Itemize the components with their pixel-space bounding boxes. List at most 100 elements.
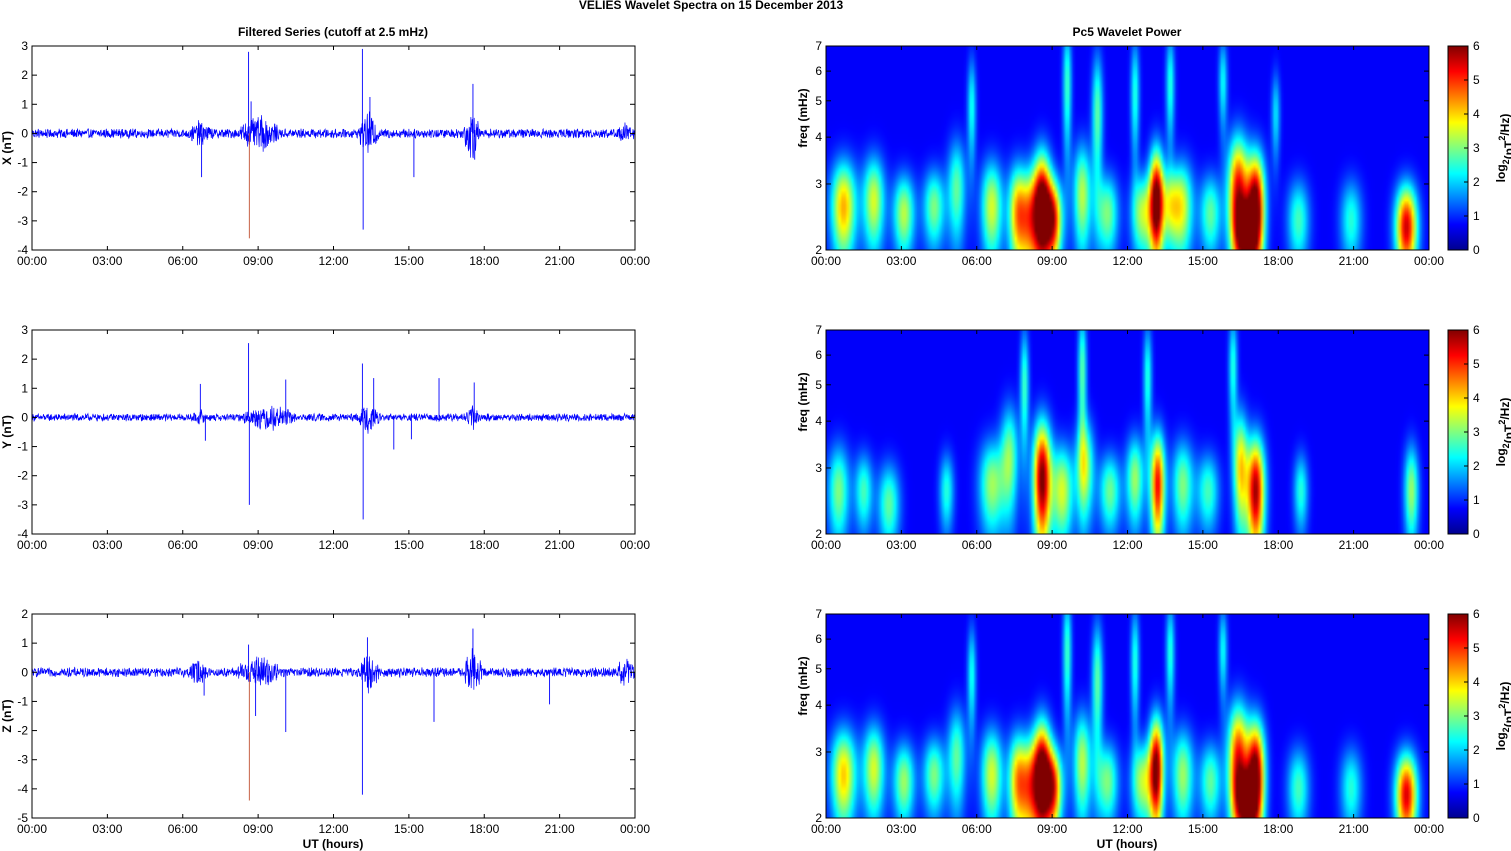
x-tick-label: 00:00 (17, 538, 47, 552)
y-ticks: 3 2 1 0 -1 -2 -3 -4 (17, 323, 635, 541)
y-tick-label: 3 (815, 745, 822, 759)
colorbar-tick-label: 0 (1473, 243, 1480, 257)
y-tick-label: -3 (17, 214, 28, 228)
colorbar-label-part: 2 (1497, 704, 1507, 709)
right-xlabel: UT (hours) (1097, 837, 1158, 851)
heatmap-panel-1-x-ticks: 00:00 03:00 06:00 09:00 12:00 15:00 18:00 21:00… (811, 46, 1444, 268)
x-tick-label: 00:00 (811, 538, 841, 552)
x-tick-label: 18:00 (1263, 254, 1293, 268)
x-tick-label: 21:00 (1339, 822, 1369, 836)
y-tick-label: -4 (17, 243, 28, 257)
y-tick-label: -2 (17, 724, 28, 738)
y-tick-label: 5 (815, 378, 822, 392)
x-tick-label: 21:00 (545, 822, 575, 836)
x-tick-label: 06:00 (168, 538, 198, 552)
y-tick-label: -2 (17, 469, 28, 483)
colorbar-tick-label: 0 (1473, 527, 1480, 541)
heatmap-panel-3-x-ticks: 00:00 03:00 06:00 09:00 12:00 15:00 18:00 21:00… (811, 614, 1444, 836)
colorbar-label-part: log (1494, 732, 1508, 750)
left-xlabel: UT (hours) (303, 837, 364, 851)
x-tick-label: 03:00 (92, 538, 122, 552)
colorbar-tick-label: 2 (1473, 175, 1480, 189)
series-line (32, 405, 635, 434)
y-tick-label: 5 (815, 662, 822, 676)
y-tick-label: -4 (17, 527, 28, 541)
y-tick-label: 2 (815, 527, 822, 541)
colorbar-tick-label: 3 (1473, 425, 1480, 439)
series-line (32, 111, 635, 159)
colorbar-label-part: log (1494, 164, 1508, 182)
y-ticks: 7 6 5 4 3 2 (815, 323, 1429, 541)
y-tick-label: 1 (21, 636, 28, 650)
x-tick-label: 09:00 (1037, 822, 1067, 836)
y-ticks: 7 6 5 4 3 2 (815, 39, 1429, 257)
x-tick-label: 00:00 (620, 822, 650, 836)
colorbar-label-part: 2 (1497, 420, 1507, 425)
y-tick-label: 3 (21, 39, 28, 53)
colorbar-tick-label: 1 (1473, 777, 1480, 791)
x-tick-label: 00:00 (17, 822, 47, 836)
colorbar-label-part: 2 (1501, 159, 1511, 164)
x-tick-label: 00:00 (620, 254, 650, 268)
x-tick-label: 18:00 (469, 822, 499, 836)
y-tick-label: -3 (17, 753, 28, 767)
colorbar-tick-label: 2 (1473, 743, 1480, 757)
y-tick-label: 0 (21, 410, 28, 424)
y-tick-label: 1 (21, 97, 28, 111)
y-tick-label: -2 (17, 185, 28, 199)
y-tick-label: 2 (21, 607, 28, 621)
colorbar-label-part: (nT (1502, 708, 1511, 727)
colorbar-label-part: 2 (1501, 727, 1511, 732)
colorbar-tick-label: 4 (1473, 391, 1480, 405)
colorbar-label-part: 2 (1497, 136, 1507, 141)
x-tick-label: 06:00 (168, 822, 198, 836)
colorbar-tick-label: 6 (1473, 323, 1480, 337)
y-tick-label: 4 (815, 414, 822, 428)
colorbar-label: log2(nT2/Hz) (1494, 114, 1511, 183)
y-ticks: 3 2 1 0 -1 -2 -3 -4 (17, 39, 635, 257)
x-tick-label: 21:00 (545, 538, 575, 552)
colorbar-tick-label: 4 (1473, 675, 1480, 689)
x-tick-label: 03:00 (886, 254, 916, 268)
line-panel-3-x-ticks: 00:00 03:00 06:00 09:00 12:00 15:00 18:00 21:00… (17, 614, 650, 836)
y-axis-label: freq (mHz) (796, 372, 810, 431)
colorbar-label-part: /Hz) (1498, 682, 1511, 704)
y-tick-label: 3 (815, 177, 822, 191)
colorbar-tick-label: 5 (1473, 73, 1480, 87)
y-ticks: 2 1 0 -1 -2 -3 -4 -5 (17, 607, 635, 825)
x-tick-label: 00:00 (811, 822, 841, 836)
left-column-title: Filtered Series (cutoff at 2.5 mHz) (238, 25, 428, 39)
x-tick-label: 18:00 (469, 538, 499, 552)
colorbar-label-part: (nT (1502, 140, 1511, 159)
x-tick-label: 12:00 (318, 538, 348, 552)
x-tick-label: 00:00 (1414, 254, 1444, 268)
colorbar-tick-label: 2 (1473, 459, 1480, 473)
colorbar-tick-label: 3 (1473, 709, 1480, 723)
line-panel-2: 3 2 1 0 -1 -2 -3 -4 Y (nT) (0, 323, 636, 541)
wavelet-power-image (826, 614, 1429, 818)
x-tick-label: 00:00 (17, 254, 47, 268)
x-tick-label: 00:00 (620, 538, 650, 552)
x-tick-label: 00:00 (1414, 822, 1444, 836)
x-tick-label: 15:00 (394, 254, 424, 268)
x-tick-label: 00:00 (1414, 538, 1444, 552)
colorbar-tick-label: 6 (1473, 39, 1480, 53)
wavelet-power-image (826, 330, 1429, 534)
colorbar-label-part: /Hz) (1498, 398, 1511, 420)
wavelet-power-image (826, 46, 1429, 250)
y-axis-label: freq (mHz) (796, 656, 810, 715)
y-tick-label: -1 (17, 694, 28, 708)
x-tick-label: 18:00 (469, 254, 499, 268)
colorbar-tick-label: 1 (1473, 493, 1480, 507)
x-tick-label: 09:00 (1037, 538, 1067, 552)
y-tick-label: 3 (815, 461, 822, 475)
x-tick-label: 15:00 (1188, 538, 1218, 552)
x-tick-label: 03:00 (92, 822, 122, 836)
